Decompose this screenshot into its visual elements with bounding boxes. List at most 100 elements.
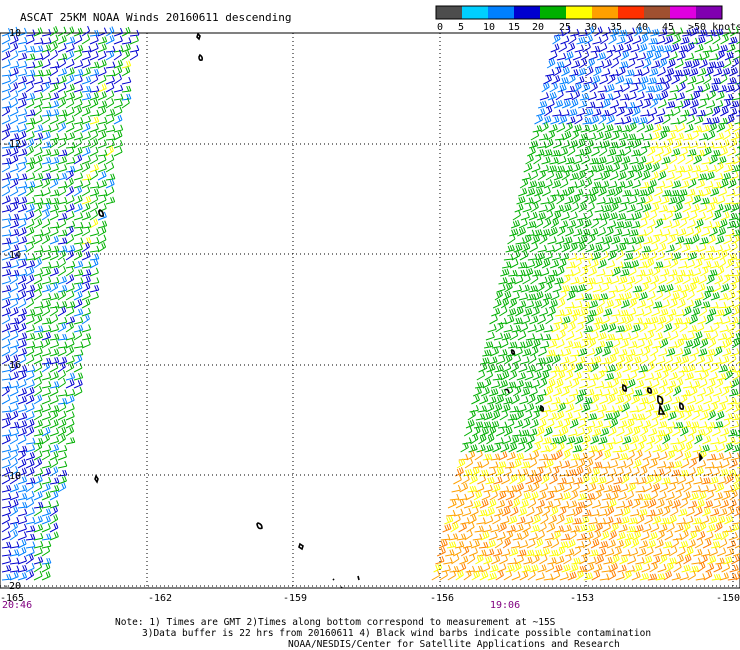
wind-barb: [617, 492, 627, 501]
wind-barb: [25, 69, 36, 77]
wind-barb: [715, 161, 724, 173]
wind-barb: [733, 332, 740, 341]
wind-barb: [721, 491, 731, 501]
wind-barb: [654, 363, 664, 373]
wind-barb: [729, 564, 739, 573]
wind-barb: [654, 116, 664, 125]
wind-barb: [539, 483, 549, 493]
wind-barb: [57, 482, 67, 493]
wind-barb: [81, 226, 91, 237]
wind-barb: [516, 372, 526, 381]
wind-barb: [681, 98, 691, 109]
wind-barb: [508, 442, 518, 453]
wind-barb: [601, 388, 611, 397]
wind-barb: [97, 189, 108, 197]
wind-barb: [474, 381, 485, 389]
wind-barb: [522, 274, 531, 285]
wind-barb: [566, 220, 577, 229]
wind-barb: [594, 346, 603, 357]
wind-barb: [65, 146, 75, 157]
wind-barb: [735, 185, 740, 189]
wind-barb: [530, 379, 540, 389]
wind-barb: [570, 130, 579, 141]
wind-barb: [583, 397, 593, 405]
wind-barb: [540, 267, 550, 277]
wind-barb: [707, 89, 716, 101]
wind-barb: [41, 49, 50, 61]
wind-barb: [17, 108, 28, 117]
wind-barb: [637, 332, 648, 341]
wind-barb: [686, 364, 696, 373]
wind-barb: [17, 130, 27, 141]
wind-barb: [9, 67, 19, 77]
wind-barb: [573, 331, 583, 341]
wind-barb: [552, 354, 561, 365]
wind-barb: [572, 266, 581, 277]
wind-barb: [9, 146, 19, 157]
wind-barb: [719, 468, 729, 477]
wind-barb: [614, 539, 624, 549]
wind-barb: [25, 290, 35, 301]
wind-barb: [538, 378, 548, 389]
wind-barb: [555, 410, 565, 421]
wind-barb: [534, 218, 544, 229]
wind-barb: [540, 122, 549, 133]
wind-barb: [9, 98, 19, 109]
wind-barb: [9, 196, 20, 205]
wind-barb: [533, 153, 542, 165]
wind-barb: [57, 109, 68, 117]
wind-barb: [505, 491, 515, 501]
wind-barb: [539, 234, 548, 245]
wind-barb: [645, 156, 655, 165]
wind-barb: [17, 467, 27, 477]
wind-barb: [569, 98, 579, 109]
wind-barb: [17, 227, 27, 237]
wind-barb: [668, 371, 678, 381]
wind-barb: [591, 323, 601, 333]
wind-barb: [81, 221, 92, 229]
wind-barb: [562, 274, 571, 285]
wind-barb: [640, 181, 650, 189]
wind-barb: [9, 236, 20, 245]
wind-barb: [592, 461, 603, 469]
wind-barb: [1, 261, 12, 269]
wind-barb: [73, 186, 83, 197]
wind-barb: [731, 234, 740, 245]
wind-barb: [494, 537, 503, 549]
wind-barb: [617, 316, 627, 325]
wind-barb: [596, 369, 605, 381]
wind-barb: [732, 370, 740, 381]
wind-barb: [57, 181, 68, 189]
wind-barb: [113, 66, 123, 77]
wind-barb: [605, 548, 615, 557]
wind-barb: [657, 99, 667, 109]
wind-barb: [735, 500, 740, 509]
wind-barb: [9, 202, 19, 213]
wind-barb: [701, 227, 711, 237]
wind-barb: [598, 218, 608, 229]
wind-barb: [649, 387, 659, 397]
wind-barb: [677, 153, 686, 165]
wind-barb: [89, 146, 99, 157]
wind-barb: [714, 521, 723, 533]
wind-barb: [65, 260, 76, 269]
wind-barb: [690, 59, 700, 69]
wind-barb: [41, 338, 51, 349]
wind-barb: [73, 27, 83, 37]
wind-barb: [49, 173, 60, 181]
wind-barb: [638, 218, 648, 229]
wind-barb: [726, 540, 737, 549]
wind-barb: [57, 204, 68, 213]
wind-barb: [680, 529, 689, 541]
wind-barb: [33, 250, 43, 261]
wind-barb: [551, 149, 561, 157]
wind-barb: [478, 363, 488, 373]
legend-swatch: [514, 6, 540, 19]
wind-barb: [624, 281, 633, 293]
wind-barb: [543, 251, 553, 261]
wind-barb: [105, 26, 115, 37]
wind-barb: [644, 546, 654, 557]
wind-barb: [715, 557, 725, 565]
wind-barb: [1, 237, 12, 245]
wind-barb: [514, 275, 524, 285]
